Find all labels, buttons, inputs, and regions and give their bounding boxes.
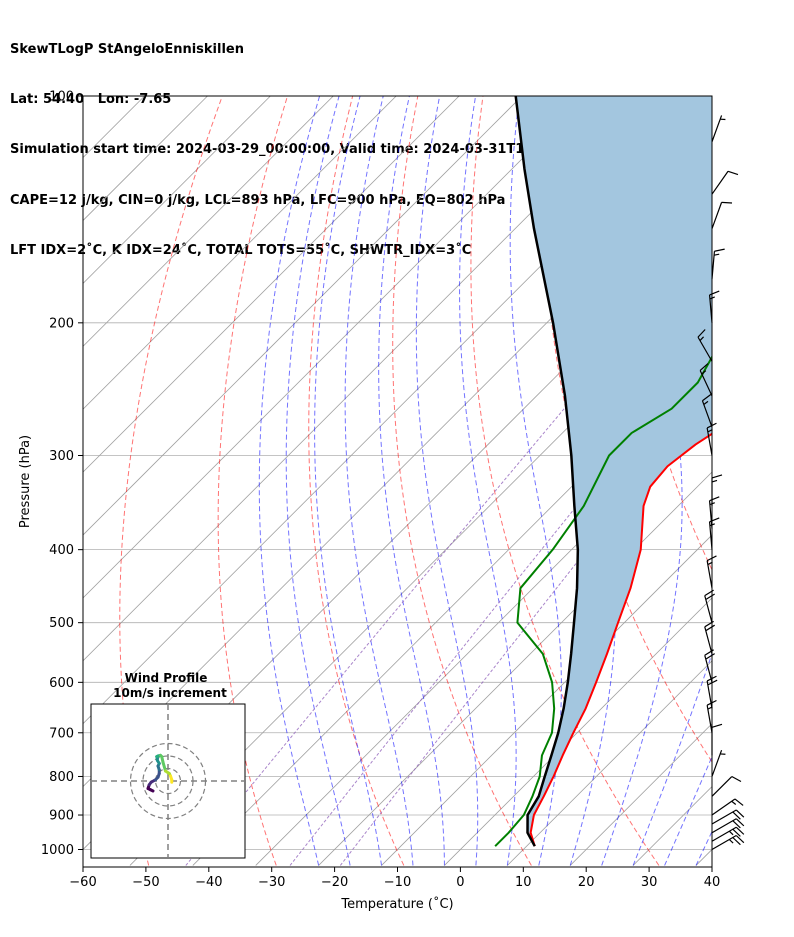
cape-line: CAPE=12 j/kg, CIN=0 j/kg, LCL=893 hPa, L… bbox=[10, 192, 506, 208]
mixing-ratio-line bbox=[339, 391, 712, 866]
y-tick-label: 300 bbox=[49, 449, 74, 464]
isotherm-line bbox=[83, 96, 649, 662]
isotherm-line bbox=[129, 282, 712, 866]
x-tick-label: 0 bbox=[456, 875, 464, 890]
dry-adiabat-line bbox=[744, 96, 794, 865]
chart-title: SkewTLogP StAngeloEnniskillen bbox=[10, 41, 244, 57]
y-tick-label: 600 bbox=[49, 676, 74, 691]
isotherm-line bbox=[759, 96, 794, 865]
x-tick-label: 40 bbox=[704, 875, 721, 890]
dry-adiabat-line bbox=[217, 96, 288, 866]
isotherm-line bbox=[83, 96, 397, 410]
y-tick-label: 700 bbox=[49, 726, 74, 741]
isotherm-line bbox=[83, 96, 523, 536]
wind-barb bbox=[704, 620, 715, 655]
wind-barb bbox=[711, 474, 723, 506]
wind-barb bbox=[704, 589, 715, 623]
x-tick-label: 30 bbox=[641, 875, 658, 890]
moist-adiabat-line bbox=[258, 96, 321, 866]
moist-adiabat-line bbox=[285, 96, 351, 866]
isotherm-line bbox=[255, 408, 712, 866]
isotherm-line bbox=[381, 534, 712, 866]
wind-barb bbox=[699, 363, 713, 397]
chart-header: SkewTLogP StAngeloEnniskillen Lat: 54.40… bbox=[10, 8, 603, 277]
y-tick-label: 900 bbox=[49, 809, 74, 824]
moist-adiabat-line bbox=[314, 96, 383, 866]
y-axis-label: Pressure (hPa) bbox=[18, 435, 33, 528]
axes: −60 −50 −40 −30 −20 −10 0 10 20 30 40 1000 900 800 700… bbox=[18, 90, 720, 913]
isotherm-line bbox=[83, 96, 334, 347]
wind-barb bbox=[701, 394, 713, 428]
moist-adiabat-line bbox=[664, 755, 712, 866]
parcel-line bbox=[514, 96, 580, 847]
wind-barb bbox=[711, 826, 745, 842]
x-tick-label: 10 bbox=[515, 875, 532, 890]
x-tick-label: −20 bbox=[321, 875, 348, 890]
hodograph-title: Wind Profile bbox=[125, 671, 208, 685]
wind-barb bbox=[711, 248, 725, 280]
isotherm-line bbox=[318, 471, 712, 866]
y-tick-label: 200 bbox=[49, 316, 74, 331]
y-tick-label: 800 bbox=[49, 770, 74, 785]
wind-barb bbox=[711, 201, 733, 229]
moist-adiabat-line bbox=[344, 96, 414, 866]
x-tick-label: −50 bbox=[132, 875, 159, 890]
moist-adiabat-line bbox=[601, 96, 683, 866]
isotherm-line bbox=[569, 723, 712, 866]
x-tick-label: −10 bbox=[384, 875, 411, 890]
x-tick-label: −60 bbox=[69, 875, 96, 890]
cape-area bbox=[515, 96, 712, 847]
wind-barb bbox=[711, 834, 745, 851]
wind-barb bbox=[711, 775, 742, 797]
isotherm-line bbox=[507, 660, 712, 866]
wind-barb bbox=[711, 809, 745, 825]
hodograph-subtitle: 10m/s increment bbox=[113, 686, 227, 700]
isotherm-line bbox=[0, 96, 82, 865]
x-axis-label: Temperature (˚C) bbox=[340, 896, 453, 912]
y-tick-label: 1000 bbox=[41, 843, 74, 858]
dry-adiabat-line bbox=[470, 96, 660, 866]
dry-adiabat-line bbox=[308, 96, 405, 866]
profiles bbox=[494, 96, 712, 847]
isotherm-line bbox=[0, 96, 19, 865]
wind-barb bbox=[697, 329, 713, 362]
wind-barb bbox=[708, 290, 720, 323]
moist-adiabat-line bbox=[378, 96, 445, 866]
moist-adiabat-line bbox=[632, 651, 712, 866]
dewpoint-line bbox=[494, 355, 712, 847]
y-tick-label: 400 bbox=[49, 543, 74, 558]
isotherm-line bbox=[83, 96, 586, 599]
x-tick-label: −40 bbox=[195, 875, 222, 890]
isotherm-line bbox=[444, 597, 712, 866]
wind-barb bbox=[711, 749, 726, 777]
hodograph-segment bbox=[161, 760, 167, 773]
wind-barb bbox=[711, 115, 726, 142]
wind-barb bbox=[706, 555, 717, 589]
temperature-line bbox=[529, 432, 712, 847]
wind-barb bbox=[708, 496, 720, 529]
wind-barb bbox=[704, 649, 715, 683]
dry-adiabat-line bbox=[392, 96, 532, 866]
index-line: LFT IDX=2˚C, K IDX=24˚C, TOTAL TOTS=55˚C… bbox=[10, 243, 472, 259]
y-tick-label: 100 bbox=[49, 90, 74, 105]
wind-barb bbox=[711, 818, 745, 834]
isotherm-line bbox=[83, 96, 271, 284]
wind-barb bbox=[706, 675, 718, 709]
moist-adiabat-line bbox=[415, 96, 479, 866]
wind-barb bbox=[711, 723, 723, 756]
isotherm-line bbox=[83, 96, 460, 473]
wind-barb bbox=[711, 170, 739, 195]
x-tick-label: −30 bbox=[258, 875, 285, 890]
x-tick-label: 20 bbox=[578, 875, 595, 890]
wind-barb bbox=[711, 798, 744, 816]
hodograph-plot bbox=[91, 704, 245, 858]
y-tick-label: 500 bbox=[49, 616, 74, 631]
wind-barbs bbox=[697, 115, 745, 851]
moist-adiabat-line bbox=[459, 96, 517, 866]
wind-barb bbox=[706, 699, 717, 733]
